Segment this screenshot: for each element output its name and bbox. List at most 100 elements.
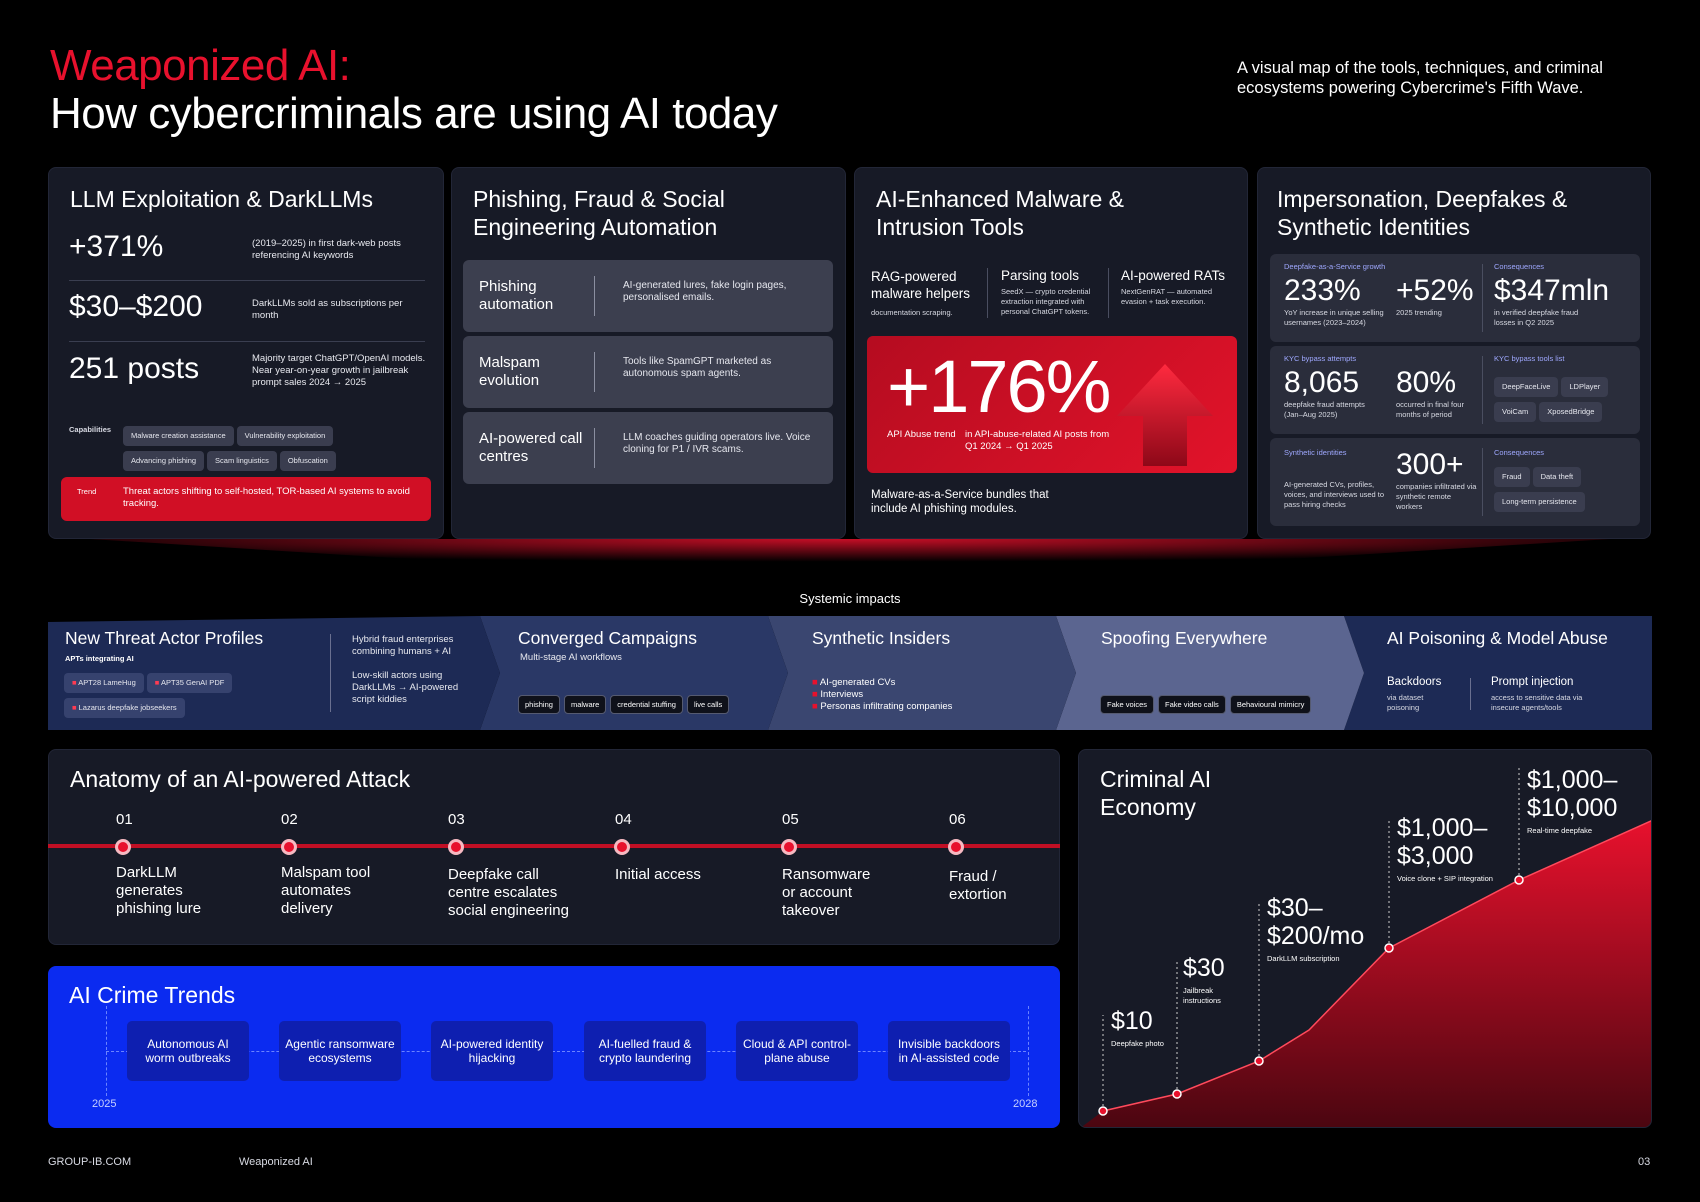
trend-text: Threat actors shifting to self-hosted, T…	[123, 486, 410, 509]
tool-chip: DeepFaceLive	[1494, 377, 1559, 397]
trend-banner: Trend Threat actors shifting to self-hos…	[61, 477, 431, 521]
economy-point: $30–$200/mo DarkLLM subscription	[1267, 894, 1407, 963]
campaign-chip: malware	[563, 695, 607, 714]
arrow-up-icon	[1117, 364, 1213, 466]
trend-label: Trend	[77, 487, 97, 496]
economy-price: $1,000–$3,000	[1397, 814, 1488, 870]
footer-site[interactable]: GROUP-IB.COM	[48, 1156, 132, 1168]
step-text: Deepfake call centre escalates social en…	[448, 866, 569, 919]
malware-title: AI-Enhanced Malware & Intrusion Tools	[876, 186, 1125, 240]
campaign-chip: credential stuffing	[610, 695, 683, 714]
insider-list: ■ AI-generated CVs ■ Interviews ■ Person…	[812, 677, 953, 712]
llm-stat-1-desc: (2019–2025) in first dark-web posts refe…	[252, 238, 401, 261]
intro-text: A visual map of the tools, techniques, a…	[1237, 59, 1603, 97]
apt-list: ■ APT28 LameHug ■ APT35 GenAI PDF■ Lazaru…	[64, 672, 334, 722]
panel-value: 233%	[1284, 274, 1361, 307]
apt-icon: ■	[72, 678, 79, 687]
band-title: Synthetic Insiders	[812, 628, 951, 648]
tag-chip: Fraud	[1494, 467, 1530, 487]
malware-col-desc: documentation scraping.	[871, 308, 953, 317]
band-title: New Threat Actor Profiles	[65, 628, 264, 648]
trend-item: Cloud & API control-plane abuse	[736, 1021, 858, 1081]
step-number: 01	[116, 811, 133, 828]
economy-point: $1,000–$3,000 Voice clone + SIP integrati…	[1397, 814, 1507, 883]
band-sub: Multi-stage AI workflows	[520, 652, 622, 663]
economy-title: Criminal AI Economy	[1100, 766, 1212, 820]
panel-label: Synthetic identities	[1284, 448, 1347, 457]
apt-label: Lazarus deepfake jobseekers	[78, 703, 177, 712]
step-number: 02	[281, 811, 298, 828]
anatomy-timeline	[48, 844, 1060, 848]
malware-col-desc: NextGenRAT — automated evasion + task ex…	[1121, 287, 1213, 306]
step-text: DarkLLM generates phishing lure	[116, 864, 202, 917]
row-title: Phishing automation	[479, 278, 554, 313]
llm-stat-3-desc: Majority target ChatGPT/OpenAI models. N…	[252, 353, 426, 388]
consequence-tags: Fraud Data theft Long-term persistence	[1494, 466, 1634, 516]
step-text: Initial access	[615, 866, 701, 883]
systemic-funnel	[90, 539, 1610, 577]
step-number: 03	[448, 811, 465, 828]
row-desc: Tools like SpamGPT marketed as autonomou…	[623, 356, 772, 379]
economy-note: Voice clone + SIP integration	[1397, 874, 1493, 883]
poison-desc: access to sensitive data via insecure ag…	[1491, 693, 1583, 712]
tool-chip: VoiCam	[1494, 402, 1537, 422]
panel-label: KYC bypass tools list	[1494, 354, 1565, 363]
trends-end: 2028	[1013, 1098, 1038, 1110]
panel-label: Consequences	[1494, 262, 1545, 271]
panel-desc: AI-generated CVs, profiles, voices, and …	[1284, 480, 1385, 509]
row-title: AI-powered call centres	[479, 430, 583, 465]
economy-price: $30	[1183, 954, 1225, 982]
panel-label: Deepfake-as-a-Service growth	[1284, 262, 1386, 271]
step-text: Ransomware or account takeover	[782, 866, 871, 919]
panel-desc: occurred in final four months of period	[1396, 400, 1464, 419]
campaign-chip: phishing	[518, 695, 560, 714]
api-abuse-desc: in API-abuse-related AI posts from Q1 20…	[965, 429, 1110, 452]
trends-start: 2025	[92, 1098, 117, 1110]
panel-desc: 2025 trending	[1396, 308, 1442, 317]
trend-item: AI-fuelled fraud & crypto laundering	[584, 1021, 706, 1081]
spoof-chip: Behavioural mimicry	[1229, 695, 1312, 714]
deepfake-panel-2: KYC bypass attempts 8,065 deepfake fraud…	[1270, 346, 1640, 434]
economy-point: $10 Deepfake photo	[1111, 1007, 1164, 1048]
panel-desc: in verified deepfake fraud losses in Q2 …	[1494, 308, 1579, 327]
phishing-title: Phishing, Fraud & Social Engineering Aut…	[473, 186, 725, 240]
economy-point: $1,000–$10,000 Real-time deepfake	[1527, 766, 1647, 835]
llm-stat-3: 251 posts	[69, 352, 200, 385]
title-red: Weaponized AI:	[50, 41, 351, 90]
api-abuse-label: API Abuse trend	[887, 429, 956, 440]
band-title: Converged Campaigns	[518, 628, 697, 648]
band-title: AI Poisoning & Model Abuse	[1387, 628, 1608, 648]
tool-chip: LDPlayer	[1561, 377, 1609, 397]
capability-chip: Obfuscation	[279, 451, 336, 471]
apt-icon: ■	[154, 678, 161, 687]
poison-title: Backdoors	[1387, 676, 1442, 688]
panel-desc: companies infiltrated via synthetic remo…	[1396, 482, 1477, 511]
malware-col-desc: SeedX — crypto credential extraction int…	[1001, 287, 1091, 316]
phishing-row: Malspam evolution Tools like SpamGPT mark…	[463, 336, 833, 408]
trend-item: AI-powered identity hijacking	[431, 1021, 553, 1081]
poison-title: Prompt injection	[1491, 676, 1574, 688]
llm-stat-2-desc: DarkLLMs sold as subscriptions per month	[252, 298, 403, 321]
insider-item: Personas infiltrating companies	[820, 701, 953, 712]
band-text: Hybrid fraud enterprises combining human…	[352, 634, 454, 657]
economy-price: $30–$200/mo	[1267, 894, 1365, 950]
economy-card: Criminal AI Economy $10 Deepfake photo $3…	[1078, 749, 1652, 1128]
step-dot	[115, 839, 131, 855]
llm-card: LLM Exploitation & DarkLLMs +371% (2019–…	[48, 167, 444, 539]
panel-value: 8,065	[1284, 366, 1360, 399]
phishing-row: AI-powered call centres LLM coaches guidi…	[463, 412, 833, 484]
malware-col-title: AI-powered RATs	[1121, 268, 1226, 283]
row-desc: LLM coaches guiding operators live. Voic…	[623, 432, 811, 455]
economy-price: $1,000–$10,000	[1527, 766, 1618, 822]
spoof-chip: Fake video calls	[1158, 695, 1226, 714]
insider-item: Interviews	[820, 689, 864, 700]
capabilities-list: Malware creation assistance Vulnerability…	[123, 425, 353, 475]
panel-label: KYC bypass attempts	[1284, 354, 1357, 363]
economy-curve	[1081, 768, 1651, 1127]
step-dot	[948, 839, 964, 855]
step-dot	[614, 839, 630, 855]
panel-desc: deepfake fraud attempts (Jan–Aug 2025)	[1284, 400, 1365, 419]
title-main: How cybercriminals are using AI today	[50, 89, 778, 138]
insider-item: AI-generated CVs	[819, 677, 896, 688]
step-number: 04	[615, 811, 632, 828]
